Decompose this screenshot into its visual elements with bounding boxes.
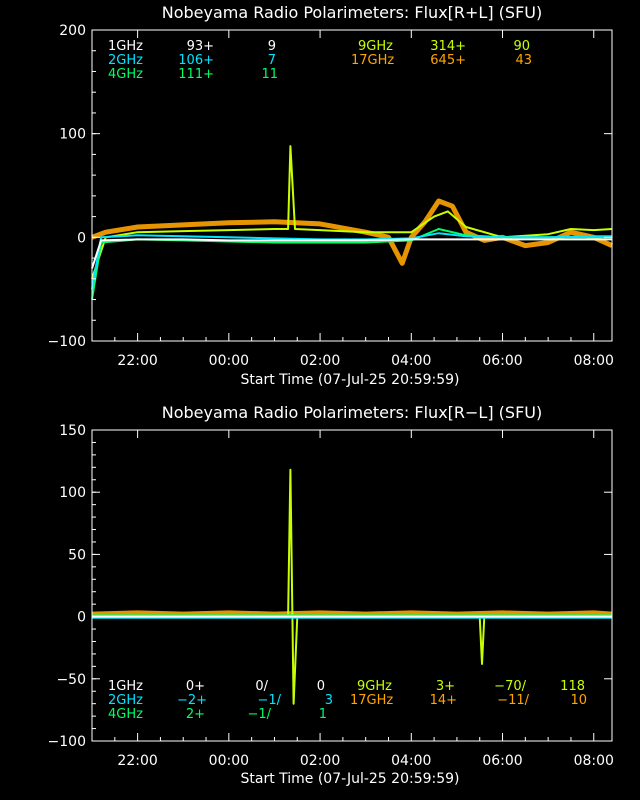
panel-sum: Nobeyama Radio Polarimeters: Flux[R+L] (… bbox=[48, 3, 614, 388]
panel-sum-plot bbox=[91, 145, 614, 300]
legend-9ghz-a: 314+ bbox=[430, 39, 466, 54]
legend-2ghz-b: 7 bbox=[268, 53, 276, 68]
panel-diff-frame bbox=[91, 429, 613, 742]
x-tick-label-sum: 22:00 bbox=[117, 353, 157, 369]
legend2-4ghz-c: 1 bbox=[319, 707, 327, 722]
series-line-sum-17ghz bbox=[91, 198, 614, 266]
y-tick-label-sum: 0 bbox=[77, 230, 86, 246]
x-tick-label-diff: 02:00 bbox=[300, 753, 340, 769]
series-line-sum-1ghz bbox=[91, 238, 612, 269]
legend-17ghz-a: 645+ bbox=[430, 53, 466, 68]
series-line-sum-9ghz bbox=[91, 145, 613, 280]
y-tick-label-diff: 100 bbox=[59, 485, 86, 501]
panel-diff-xlabel: Start Time (07-Jul-25 20:59:59) bbox=[240, 771, 459, 787]
y-tick-label-diff: −100 bbox=[48, 734, 86, 750]
panel-sum-xlabel: Start Time (07-Jul-25 20:59:59) bbox=[240, 372, 459, 388]
x-tick-label-diff: 08:00 bbox=[574, 753, 614, 769]
legend2-1ghz-a: 0+ bbox=[186, 679, 205, 694]
panel-sum-title: Nobeyama Radio Polarimeters: Flux[R+L] (… bbox=[162, 3, 542, 22]
legend2-1ghz-band: 1GHz bbox=[108, 679, 143, 694]
panel-sum-axes: 22:00 00:00 02:00 04:00 06:00 08:00 200 100 0 −10… bbox=[48, 23, 614, 369]
y-tick-label-diff: −50 bbox=[56, 672, 86, 688]
legend-2ghz-band: 2GHz bbox=[108, 53, 143, 68]
legend2-1ghz-b: 0/ bbox=[255, 679, 268, 694]
legend-1ghz-b: 9 bbox=[268, 39, 276, 54]
x-tick-label-sum: 08:00 bbox=[574, 353, 614, 369]
legend2-4ghz-band: 4GHz bbox=[108, 707, 143, 722]
y-tick-label-diff: 150 bbox=[59, 423, 86, 439]
x-tick-label-sum: 06:00 bbox=[482, 353, 522, 369]
legend2-1ghz-c: 0 bbox=[317, 679, 325, 694]
panel-diff-axes: 22:00 00:00 02:00 04:00 06:00 08:00150100500−… bbox=[48, 423, 614, 769]
legend-9ghz-band: 9GHz bbox=[358, 39, 393, 54]
panel-diff: Nobeyama Radio Polarimeters: Flux[R−L] (… bbox=[48, 403, 614, 787]
panel-sum-legend: 1GHz 93+ 9 2GHz 106+ 7 4GHz 111+ 11 9GHz… bbox=[108, 39, 532, 82]
legend-1ghz-a: 93+ bbox=[187, 39, 214, 54]
x-tick-label-sum: 00:00 bbox=[209, 353, 249, 369]
panel-diff-legend: 1GHz 0+ 0/ 0 2GHz −2+ −1/ 3 4GHz 2+ −1/ … bbox=[108, 679, 587, 722]
x-tick-label-diff: 04:00 bbox=[391, 753, 431, 769]
legend2-17ghz-a: 14+ bbox=[430, 693, 457, 708]
legend2-9ghz-a: 3+ bbox=[436, 679, 455, 694]
legend2-9ghz-c: 118 bbox=[560, 679, 585, 694]
y-tick-label-diff: 50 bbox=[68, 547, 86, 563]
panel-diff-title: Nobeyama Radio Polarimeters: Flux[R−L] (… bbox=[162, 403, 542, 422]
legend2-9ghz-b: −70/ bbox=[494, 679, 526, 694]
legend2-2ghz-b: −1/ bbox=[257, 693, 281, 708]
legend2-17ghz-band: 17GHz bbox=[350, 693, 393, 708]
legend-4ghz-a: 111+ bbox=[178, 67, 214, 82]
x-tick-label-diff: 00:00 bbox=[209, 753, 249, 769]
legend-4ghz-band: 4GHz bbox=[108, 67, 143, 82]
legend-2ghz-a: 106+ bbox=[178, 53, 214, 68]
x-tick-label-sum: 04:00 bbox=[391, 353, 431, 369]
legend-4ghz-b: 11 bbox=[261, 67, 278, 82]
legend-1ghz-band: 1GHz bbox=[108, 39, 143, 54]
legend2-4ghz-b: −1/ bbox=[247, 707, 271, 722]
legend2-17ghz-b: −11/ bbox=[497, 693, 529, 708]
legend2-2ghz-a: −2+ bbox=[177, 693, 207, 708]
x-tick-label-diff: 22:00 bbox=[117, 753, 157, 769]
legend-17ghz-b: 43 bbox=[515, 53, 532, 68]
legend2-2ghz-band: 2GHz bbox=[108, 693, 143, 708]
y-tick-label-sum: 200 bbox=[59, 23, 86, 39]
x-tick-label-sum: 02:00 bbox=[300, 353, 340, 369]
y-tick-label-sum: −100 bbox=[48, 334, 86, 350]
panel-sum-frame bbox=[91, 29, 613, 342]
legend-17ghz-band: 17GHz bbox=[351, 53, 394, 68]
legend2-9ghz-band: 9GHz bbox=[357, 679, 392, 694]
legend2-4ghz-a: 2+ bbox=[186, 707, 205, 722]
panel-diff-plot bbox=[91, 468, 613, 705]
legend2-2ghz-c: 3 bbox=[325, 693, 333, 708]
y-tick-label-diff: 0 bbox=[77, 610, 86, 626]
series-line-diff-17ghz bbox=[91, 610, 613, 617]
legend2-17ghz-c: 10 bbox=[570, 693, 587, 708]
legend-9ghz-b: 90 bbox=[513, 39, 530, 54]
y-tick-label-sum: 100 bbox=[59, 127, 86, 143]
x-tick-label-diff: 06:00 bbox=[482, 753, 522, 769]
